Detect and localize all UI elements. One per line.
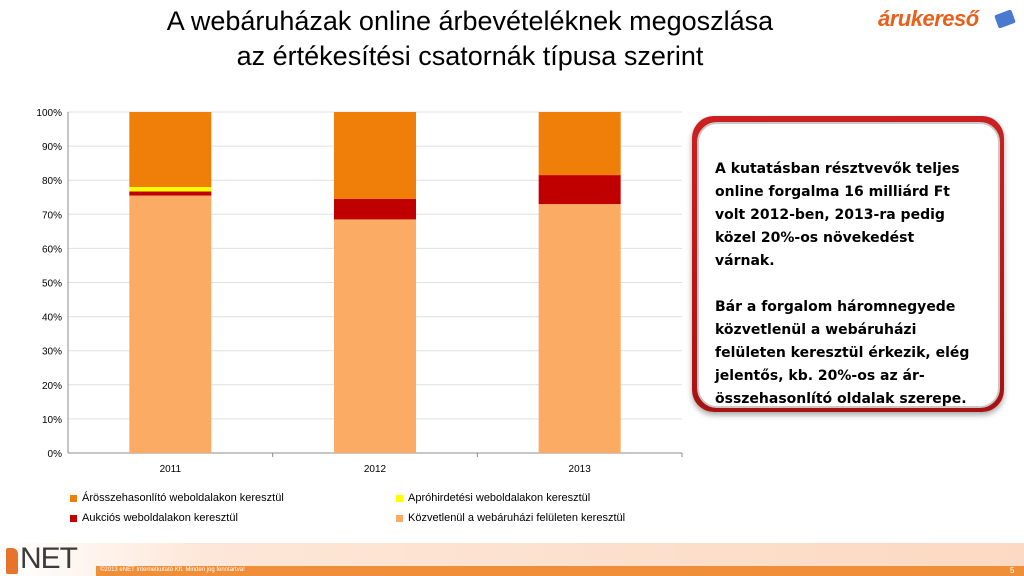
enet-e-mark-icon [6, 548, 18, 574]
y-tick-label: 20% [42, 381, 62, 392]
y-tick-label: 80% [42, 176, 62, 187]
legend-label: Árösszehasonlító weboldalakon keresztül [82, 492, 284, 504]
x-axis: 2011 2012 2013 [160, 453, 683, 475]
stacked-bar-chart: 0%10%20%30%40%50%60%70%80%90%100% 2011 20… [36, 108, 683, 475]
bar-segment-aprohirdetesi-2011 [129, 187, 212, 192]
legend-swatch [70, 514, 77, 522]
slide-title: A webáruházak online árbevételéknek mego… [166, 6, 774, 71]
legend-swatch [70, 494, 77, 502]
legend-swatch [396, 494, 403, 502]
y-tick-label: 100% [36, 108, 62, 119]
footer-bar [96, 566, 1024, 576]
bar-segment-aukcios-2012 [334, 198, 416, 220]
note-paragraph: Bár a forgalom háromnegyede közvetlenül … [715, 299, 970, 407]
y-tick-label: 10% [42, 415, 62, 426]
x-tick-label: 2012 [364, 464, 387, 475]
bars [129, 112, 621, 454]
y-tick-label: 40% [42, 313, 62, 324]
note-callout: A kutatásban résztvevők teljes online fo… [692, 116, 1004, 412]
legend-item-aprohirdetesi: Apróhirdetési weboldalakon keresztül [396, 492, 590, 504]
legend-item-arosszehasonlito: Árösszehasonlító weboldalakon keresztül [70, 492, 284, 504]
y-axis: 0% 10% 20% 30% 40% 50% 60% 70% 80% 90% 100% [36, 108, 69, 460]
bar-segment-arosszehasonlito-2011 [129, 112, 212, 188]
y-tick-label: 60% [42, 244, 62, 255]
price-tag-icon [994, 9, 1016, 29]
bar-segment-aukcios-2013 [538, 175, 621, 205]
note-paragraph: A kutatásban résztvevők teljes online fo… [715, 161, 960, 269]
legend-label: Apróhirdetési weboldalakon keresztül [408, 492, 591, 504]
y-tick-label: 70% [42, 210, 62, 221]
legend-item-kozvetlen: Közvetlenül a webáruházi felületen keres… [396, 512, 625, 524]
bar-segment-kozvetlen-2012 [334, 219, 416, 453]
y-tick-label: 90% [42, 142, 62, 153]
enet-logo-text: NET [20, 542, 78, 575]
bar-segment-kozvetlen-2011 [129, 195, 212, 454]
arukereso-logo: árukereső [878, 6, 1018, 36]
y-tick-label: 50% [42, 279, 62, 290]
bar-segment-aukcios-2011 [129, 191, 212, 196]
x-tick-label: 2011 [160, 464, 182, 475]
legend-swatch [396, 514, 403, 522]
y-tick-label: 30% [42, 347, 62, 358]
x-tick-label: 2013 [569, 464, 592, 475]
legend-label: Közvetlenül a webáruházi felületen keres… [408, 512, 626, 524]
bar-segment-arosszehasonlito-2012 [334, 112, 416, 199]
chart-legend: Árösszehasonlító weboldalakon keresztül … [70, 490, 690, 530]
enet-logo: NET [4, 542, 96, 576]
bar-segment-arosszehasonlito-2013 [538, 112, 621, 176]
bar-segment-kozvetlen-2013 [538, 204, 621, 453]
arukereso-logo-text: árukereső [878, 6, 979, 31]
note-panel: A kutatásban résztvevők teljes online fo… [697, 122, 1000, 408]
y-tick-label: 0% [48, 449, 63, 460]
note-text: A kutatásban résztvevők teljes online fo… [715, 158, 975, 434]
legend-label: Aukciós weboldalakon keresztül [82, 512, 238, 524]
page-number: 5 [1010, 566, 1015, 575]
legend-item-aukcios: Aukciós weboldalakon keresztül [70, 512, 238, 524]
footer-copyright: ©2013 eNET Internetkutató Kft. Minden jo… [100, 567, 245, 573]
